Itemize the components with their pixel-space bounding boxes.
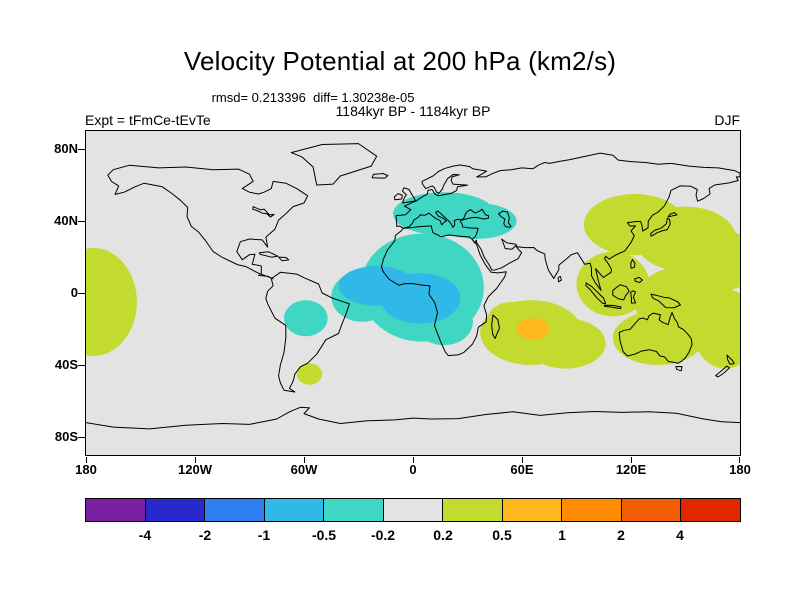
coastline-new-zealand-south bbox=[716, 366, 730, 377]
colorbar-label: -1 bbox=[257, 527, 271, 543]
contour-region-brazil-teal bbox=[284, 300, 328, 337]
world-map bbox=[86, 131, 740, 455]
axis-tick bbox=[304, 457, 305, 463]
plot-title: Velocity Potential at 200 hPa (km2/s) bbox=[183, 46, 617, 76]
axis-tick bbox=[522, 457, 523, 463]
axis-tick bbox=[631, 457, 632, 463]
y-axis-label: 40N bbox=[54, 213, 78, 228]
colorbar-segment bbox=[144, 499, 205, 521]
x-axis-label: 120W bbox=[178, 462, 212, 477]
period-line: 1184kyr BP - 1184kyr BP bbox=[335, 103, 491, 119]
coastline-new-guinea bbox=[651, 294, 680, 308]
x-axis-label: 60W bbox=[290, 462, 318, 477]
colorbar-label: 2 bbox=[617, 527, 625, 543]
axis-tick bbox=[78, 293, 85, 294]
coastline-java bbox=[604, 305, 621, 308]
coastline-hispaniola bbox=[279, 257, 289, 261]
contour-core-africa-blue bbox=[380, 273, 461, 324]
axis-tick bbox=[195, 457, 196, 463]
axis-tick bbox=[86, 457, 87, 463]
colorbar-segment bbox=[263, 499, 324, 521]
x-axis-label: 120E bbox=[615, 462, 647, 477]
colorbar-label: -4 bbox=[138, 527, 152, 543]
x-axis-label: 180 bbox=[729, 462, 751, 477]
coastline-japan bbox=[651, 218, 671, 236]
x-axis-label: 0 bbox=[409, 462, 417, 477]
coastline-sulawesi bbox=[631, 291, 636, 303]
colorbar bbox=[85, 498, 741, 522]
coastline-hokkaido bbox=[668, 213, 677, 217]
x-axis-label: 180 bbox=[75, 462, 97, 477]
contour-region-s-america-green bbox=[296, 363, 323, 385]
colorbar-segment bbox=[86, 499, 145, 521]
colorbar-segment bbox=[204, 499, 264, 521]
season-label: DJF bbox=[714, 112, 740, 128]
axis-tick bbox=[413, 457, 414, 463]
colorbar-label: -2 bbox=[198, 527, 212, 543]
contour-region-australia-green bbox=[612, 311, 704, 365]
coastline-ireland bbox=[394, 194, 402, 200]
axis-tick bbox=[739, 457, 740, 463]
coastline-antarctica bbox=[86, 407, 740, 429]
y-axis-label: 80S bbox=[54, 429, 78, 444]
colorbar-segment bbox=[323, 499, 383, 521]
colorbar-label: 0.5 bbox=[492, 527, 512, 543]
coastline-borneo bbox=[613, 285, 629, 300]
coastline-madagascar bbox=[492, 315, 500, 339]
colorbar-label: -0.5 bbox=[311, 527, 337, 543]
coastline-south-america bbox=[266, 272, 350, 392]
coastline-sri-lanka bbox=[558, 276, 561, 281]
coastline-britain bbox=[402, 188, 415, 203]
axis-tick bbox=[78, 437, 85, 438]
y-axis-label: 40S bbox=[54, 357, 78, 372]
coastline-australia bbox=[619, 312, 692, 363]
y-axis-label: 80N bbox=[54, 141, 78, 156]
coastline-new-zealand-north bbox=[727, 355, 734, 364]
contour-region-wpacific-green bbox=[692, 289, 740, 369]
map-frame bbox=[85, 130, 741, 456]
colorbar-label: 4 bbox=[676, 527, 684, 543]
axis-tick bbox=[78, 149, 85, 150]
colorbar-label: 0.2 bbox=[433, 527, 453, 543]
coastline-caspian-sea bbox=[498, 211, 511, 227]
coastlines bbox=[86, 144, 740, 429]
coastline-iceland bbox=[372, 173, 388, 178]
coastline-sumatra bbox=[586, 283, 606, 304]
colorbar-label: -0.2 bbox=[370, 527, 396, 543]
experiment-label: Expt = tFmCe-tEvTe bbox=[85, 112, 211, 128]
coastline-mindanao bbox=[635, 277, 643, 282]
coastline-greenland bbox=[291, 144, 376, 185]
colorbar-label: 1 bbox=[558, 527, 566, 543]
colorbar-segment bbox=[561, 499, 621, 521]
stats-line: rmsd= 0.213396 diff= 1.30238e-05 bbox=[211, 90, 415, 105]
coastline-africa bbox=[381, 226, 506, 356]
coastline-north-america bbox=[108, 165, 308, 279]
colorbar-segment bbox=[442, 499, 502, 521]
coastline-eurasia bbox=[396, 153, 740, 290]
colorbar-segment bbox=[382, 499, 443, 521]
coastline-luzon bbox=[631, 260, 635, 269]
coastline-tasmania bbox=[676, 366, 682, 371]
axis-tick bbox=[78, 365, 85, 366]
colorbar-segment bbox=[501, 499, 562, 521]
contour-region-pacific-edge-green bbox=[86, 248, 137, 356]
y-axis-label: 0 bbox=[70, 285, 78, 300]
contour-core-indian-orange bbox=[516, 318, 550, 340]
colorbar-segment bbox=[620, 499, 681, 521]
contour-region-mideast-teal bbox=[436, 203, 517, 239]
coastline-great-lakes bbox=[253, 207, 274, 217]
axis-tick bbox=[78, 221, 85, 222]
x-axis-label: 60E bbox=[510, 462, 534, 477]
colorbar-segment bbox=[680, 499, 741, 521]
coastline-cuba bbox=[259, 252, 278, 257]
